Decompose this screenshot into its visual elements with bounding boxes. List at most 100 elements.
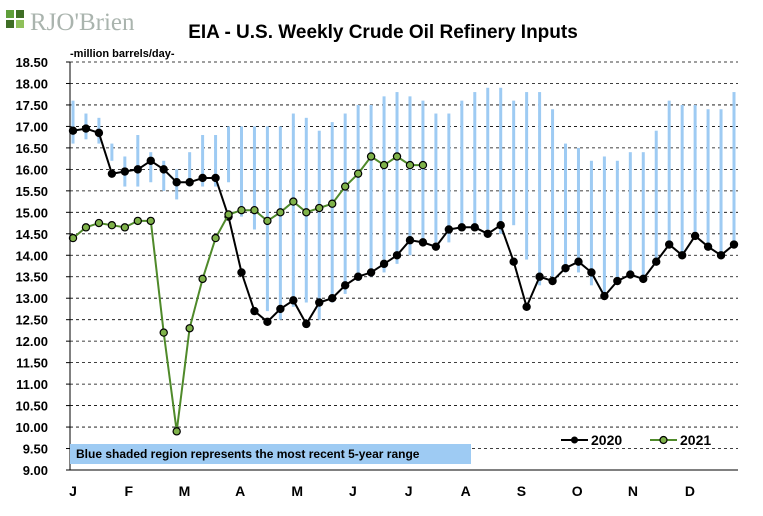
series-2020-point bbox=[431, 242, 441, 251]
series-2021-point bbox=[146, 216, 155, 226]
x-tick-label: M bbox=[291, 483, 303, 499]
series-2020-point bbox=[315, 298, 324, 307]
x-tick-label: O bbox=[572, 483, 583, 499]
series-2020-point bbox=[94, 128, 104, 138]
legend-2021-marker bbox=[659, 435, 668, 445]
y-axis-label: -million barrels/day- bbox=[70, 48, 175, 60]
range-bar bbox=[602, 156, 606, 299]
series-2021-point bbox=[94, 218, 104, 228]
y-tick-label: 12.00 bbox=[15, 334, 48, 349]
x-tick-label: J bbox=[69, 483, 77, 499]
axes bbox=[66, 61, 738, 471]
range-bar bbox=[538, 92, 542, 286]
range-bar bbox=[239, 126, 243, 217]
x-tick-label: A bbox=[235, 483, 245, 499]
series-2020-point bbox=[600, 291, 609, 301]
series-2021-point bbox=[366, 152, 376, 161]
series-2020-point bbox=[703, 242, 713, 251]
series-2021-point bbox=[302, 208, 311, 217]
y-tick-label: 13.50 bbox=[15, 270, 48, 285]
y-tick-label: 9.50 bbox=[23, 442, 48, 457]
series-2020-point bbox=[664, 240, 674, 249]
range-bar bbox=[564, 143, 568, 273]
series-2020-point bbox=[289, 296, 298, 305]
range-bar bbox=[343, 113, 347, 294]
range-bar bbox=[421, 100, 425, 243]
range-bar bbox=[525, 92, 529, 260]
y-tick-label: 17.50 bbox=[15, 98, 48, 113]
legend-2020-marker bbox=[571, 436, 578, 444]
y-tick-label: 11.50 bbox=[16, 356, 48, 371]
series-2020-point bbox=[379, 259, 389, 269]
series-2021-point bbox=[263, 216, 272, 226]
series-2020-point bbox=[716, 251, 726, 260]
series-2020-point bbox=[81, 124, 91, 133]
series-2020-point bbox=[652, 257, 661, 266]
series-2020-point bbox=[263, 317, 272, 327]
range-bar bbox=[589, 160, 593, 286]
y-tick-label: 10.00 bbox=[15, 420, 48, 435]
range-bar bbox=[693, 104, 697, 234]
series-2021-point bbox=[172, 427, 181, 436]
series-2021-point bbox=[120, 223, 130, 232]
series-2021-point bbox=[211, 233, 220, 243]
y-tick-label: 13.00 bbox=[15, 291, 48, 306]
series-2020-point bbox=[626, 270, 635, 279]
series-2020-point bbox=[405, 236, 415, 245]
range-annotation: Blue shaded region represents the most r… bbox=[70, 444, 471, 464]
range-annotation-text: Blue shaded region represents the most r… bbox=[76, 447, 420, 461]
series-2021-point bbox=[237, 205, 246, 215]
x-tick-label: J bbox=[405, 483, 413, 499]
series-2020-point bbox=[185, 178, 194, 187]
series-2020-point bbox=[639, 274, 648, 284]
y-tick-label: 15.50 bbox=[15, 184, 48, 199]
series-2020-point bbox=[211, 173, 220, 183]
y-tick-label: 11.00 bbox=[16, 377, 48, 392]
five-year-range bbox=[71, 87, 736, 320]
y-tick-label: 16.50 bbox=[15, 141, 48, 156]
range-bar bbox=[188, 152, 192, 187]
series-2021-point bbox=[392, 152, 402, 161]
series-2021-point bbox=[81, 223, 91, 232]
x-tick-label: N bbox=[628, 483, 638, 499]
series-2021-point bbox=[133, 216, 143, 226]
series-2020-point bbox=[613, 276, 622, 286]
series-2021-point bbox=[159, 328, 168, 337]
y-tick-label: 18.50 bbox=[15, 55, 48, 70]
series-2021-point bbox=[405, 160, 415, 170]
series-2021-point bbox=[250, 205, 259, 215]
series-2020-point bbox=[392, 251, 402, 260]
series-2021-point bbox=[224, 210, 233, 219]
range-bar bbox=[641, 152, 645, 277]
range-bar bbox=[551, 109, 555, 277]
series-2020-point bbox=[237, 268, 246, 277]
series-2020-point bbox=[133, 165, 143, 174]
series-2020-point bbox=[457, 223, 467, 232]
grid-lines bbox=[70, 61, 738, 449]
x-tick-label: A bbox=[461, 483, 471, 499]
range-bar bbox=[680, 104, 684, 256]
series-2020-point bbox=[107, 169, 117, 178]
y-tick-label: 9.00 bbox=[23, 463, 48, 478]
series-2020-point bbox=[276, 304, 285, 314]
range-bar bbox=[201, 135, 205, 187]
series-2020-point bbox=[729, 240, 739, 249]
chart-title: EIA - U.S. Weekly Crude Oil Refinery Inp… bbox=[188, 22, 578, 43]
series-2021-point bbox=[68, 233, 78, 243]
series-2020-point bbox=[677, 251, 687, 260]
y-tick-label: 14.00 bbox=[15, 248, 48, 263]
series-2020-point bbox=[535, 272, 544, 281]
x-tick-label: M bbox=[179, 483, 191, 499]
series-2020-point bbox=[328, 294, 337, 303]
logo-mark-icon bbox=[6, 10, 24, 28]
range-bar bbox=[576, 147, 580, 273]
series-2020-point bbox=[146, 156, 155, 165]
range-bar bbox=[667, 100, 671, 243]
series-2021-line bbox=[72, 155, 423, 432]
series-2020-point bbox=[444, 225, 454, 234]
series-2020-point bbox=[587, 268, 596, 277]
range-bar bbox=[473, 92, 477, 230]
series-2021-point bbox=[418, 160, 428, 170]
range-bar bbox=[499, 87, 503, 234]
